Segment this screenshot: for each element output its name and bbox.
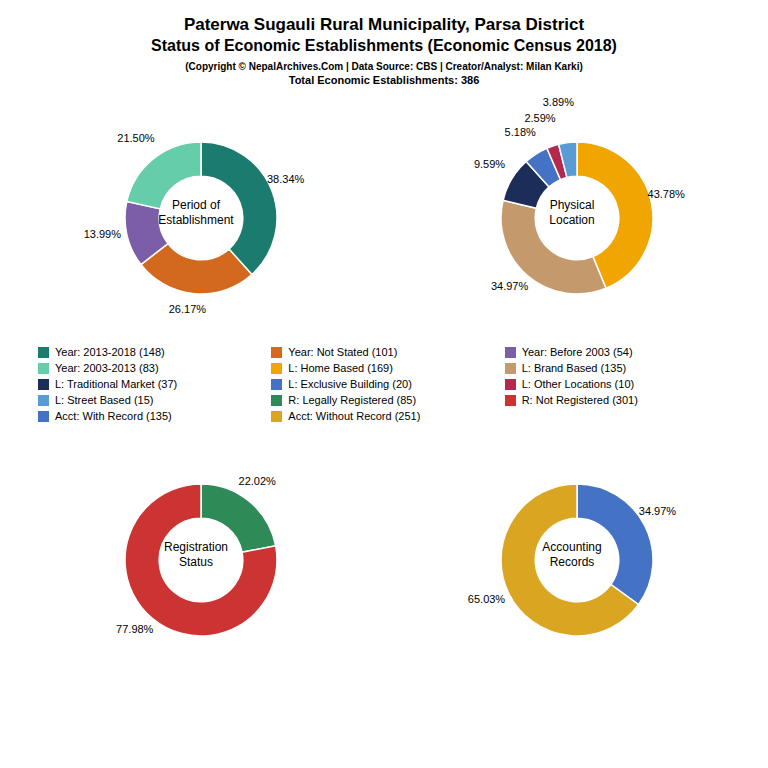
- html-text:R: Legally Registered (85): R: Legally Registered (85): [288, 394, 417, 406]
- html-text:Year: Before 2003 (54): Year: Before 2003 (54): [521, 346, 633, 358]
- svg-text:43.78%: 43.78%: [648, 188, 686, 200]
- html-text:Year: 2003-2013 (83): Year: 2003-2013 (83): [55, 362, 159, 374]
- html-text:Total Economic Establishments:: Total Economic Establishments: 386: [288, 74, 480, 86]
- html-text:(Copyright © NepalArchives.Com: (Copyright © NepalArchives.Com | Data So…: [185, 61, 583, 72]
- html-text:L: Home Based (169): L: Home Based (169): [288, 362, 393, 374]
- html-text:Physical Location: Physical Location: [549, 198, 595, 227]
- html-text:Year: 2013-2018 (148): Year: 2013-2018 (148): [55, 346, 165, 358]
- html-text:L: Street Based (15): L: Street Based (15): [55, 394, 154, 406]
- html-text:L: Exclusive Building (20): L: Exclusive Building (20): [288, 378, 412, 390]
- html-text:Accounting Records: Accounting Records: [542, 540, 602, 569]
- html-text:L: Brand Based (135): L: Brand Based (135): [521, 362, 627, 374]
- svg-text:13.99%: 13.99%: [84, 228, 122, 240]
- html-text:Status of Economic Establishme: Status of Economic Establishments (Econo…: [151, 37, 617, 54]
- svg-text:5.18%: 5.18%: [505, 126, 536, 138]
- svg-text:65.03%: 65.03%: [468, 593, 506, 605]
- svg-text:21.50%: 21.50%: [117, 132, 155, 144]
- svg-text:22.02%: 22.02%: [239, 475, 277, 487]
- html-text:R: Not Registered (301): R: Not Registered (301): [521, 394, 638, 406]
- html-text:L: Traditional Market (37): L: Traditional Market (37): [55, 378, 178, 390]
- svg-text:3.89%: 3.89%: [543, 96, 574, 108]
- svg-text:2.59%: 2.59%: [524, 112, 555, 124]
- svg-text:34.97%: 34.97%: [491, 280, 529, 292]
- svg-text:34.97%: 34.97%: [639, 505, 677, 517]
- svg-text:9.59%: 9.59%: [474, 158, 505, 170]
- html-text:Year: Not Stated (101): Year: Not Stated (101): [288, 346, 398, 358]
- html-text:Period of Establishment: Period of Establishment: [158, 198, 234, 227]
- html-text:Acct: Without Record (251): Acct: Without Record (251): [288, 410, 421, 422]
- html-text:L: Other Locations (10): L: Other Locations (10): [521, 378, 635, 390]
- svg-text:77.98%: 77.98%: [116, 623, 154, 635]
- html-text:Acct: With Record (135): Acct: With Record (135): [55, 410, 172, 422]
- svg-text:26.17%: 26.17%: [169, 303, 207, 315]
- svg-text:38.34%: 38.34%: [267, 173, 305, 185]
- html-text:Registration Status: Registration Status: [164, 540, 228, 569]
- html-text:Paterwa Sugauli Rural Municipa: Paterwa Sugauli Rural Municipality, Pars…: [183, 15, 585, 34]
